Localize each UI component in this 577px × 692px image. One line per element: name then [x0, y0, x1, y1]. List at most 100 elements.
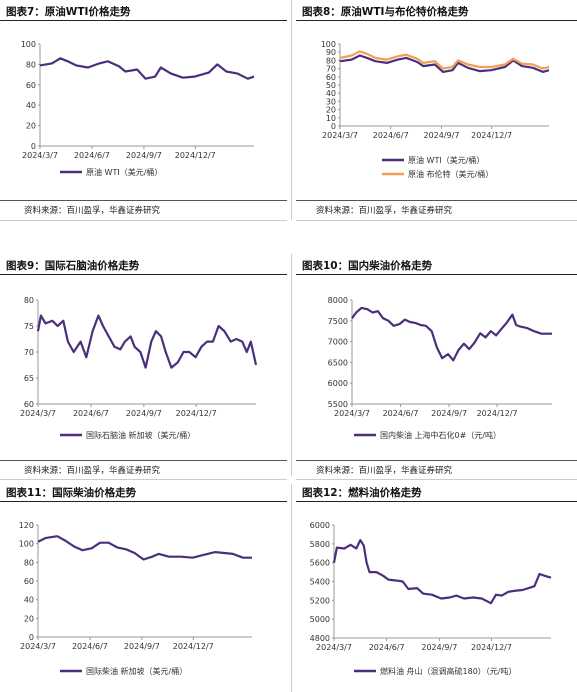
series-line-1	[339, 54, 550, 74]
y-tick-label: 30	[326, 97, 336, 106]
source-line-row1-left	[0, 200, 287, 201]
y-tick-label: 5800	[310, 540, 330, 549]
y-tick-label: 20	[326, 106, 336, 115]
x-tick-label: 2024/9/7	[423, 131, 459, 140]
legend-label-1: 国内柴油 上海中石化0#（元/吨）	[380, 430, 501, 440]
x-tick-label: 2024/3/7	[20, 409, 56, 418]
y-tick-label: 60	[24, 400, 34, 409]
chart-11: 0 20 40 60 80 100 120 2024/3/7 2024/6/7 2024/9/7 2…	[19, 521, 252, 676]
source-line-row2-right	[296, 460, 577, 461]
source-bottom-row1-left	[0, 220, 287, 221]
chart-7: 0 20 40 60 80 100 2024/3/7 2024/6/7 2024/9/7 2024…	[21, 40, 255, 177]
y-tick-label: 100	[321, 40, 336, 49]
y-tick-label: 5600	[310, 559, 330, 568]
y-tick-label: 5000	[310, 615, 330, 624]
x-tick-label: 2024/6/7	[74, 151, 110, 160]
source-line-row1-right	[296, 200, 577, 201]
chart-10-title: 图表10：国内柴油价格走势	[302, 260, 433, 272]
y-tick-label: 6000	[310, 521, 330, 530]
y-tick-label: 7500	[328, 317, 348, 326]
y-tick-label: 80	[24, 558, 34, 567]
y-tick-label: 80	[24, 296, 34, 305]
y-tick-label: 60	[26, 81, 36, 90]
chart-12-title: 图表12：燃料油价格走势	[302, 487, 422, 499]
y-tick-label: 75	[24, 322, 34, 331]
x-tick-label: 2024/12/7	[471, 131, 512, 140]
chart-9-title: 图表9：国际石脑油价格走势	[6, 260, 140, 272]
x-tick-label: 2024/3/7	[22, 151, 58, 160]
source-bottom-row1-right	[296, 220, 577, 221]
x-tick-label: 2024/12/7	[175, 151, 216, 160]
y-tick-label: 60	[24, 577, 34, 586]
y-tick-label: 0	[331, 122, 336, 131]
source-note-row2-left: 资料来源：百川盈孚，华鑫证券研究	[24, 466, 161, 476]
x-tick-label: 2024/3/7	[316, 643, 352, 652]
chart-7-title: 图表7：原油WTI价格走势	[6, 6, 131, 18]
series-line-1	[351, 306, 552, 362]
series-line-2	[339, 50, 550, 70]
x-tick-label: 2024/3/7	[20, 642, 56, 651]
x-tick-label: 2024/9/7	[126, 151, 162, 160]
chart-8-title: 图表8：原油WTI与布伦特价格走势	[302, 6, 469, 18]
source-bottom-row2-right	[296, 479, 577, 480]
x-tick-label: 2024/9/7	[124, 642, 160, 651]
y-tick-label: 50	[326, 81, 336, 90]
y-tick-label: 40	[26, 101, 36, 110]
y-tick-label: 80	[326, 56, 336, 65]
y-tick-label: 100	[21, 40, 36, 49]
source-note-row1-left: 资料来源：百川盈孚，华鑫证券研究	[24, 206, 161, 216]
x-tick-label: 2024/6/7	[72, 642, 108, 651]
title-border-row3-left	[0, 501, 287, 502]
column-divider-bottom	[291, 484, 292, 692]
y-tick-label: 6500	[328, 358, 348, 367]
column-divider-middle	[291, 254, 292, 476]
y-tick-label: 120	[19, 521, 34, 530]
x-tick-label: 2024/9/7	[421, 643, 457, 652]
legend-label-1: 国际柴油 新加坡（美元/桶）	[86, 666, 187, 676]
y-tick-label: 0	[31, 142, 36, 151]
y-tick-label: 100	[19, 540, 34, 549]
legend-label-1: 国际石脑油 新加坡（美元/桶）	[86, 430, 195, 440]
source-line-row2-left	[0, 460, 287, 461]
y-tick-label: 60	[326, 73, 336, 82]
y-tick-label: 8000	[328, 296, 348, 305]
series-line-1	[332, 538, 552, 605]
y-tick-label: 10	[326, 114, 336, 123]
y-tick-label: 80	[26, 60, 36, 69]
series-line-1	[37, 535, 252, 561]
y-tick-label: 90	[326, 48, 336, 57]
x-tick-label: 2024/3/7	[334, 409, 370, 418]
x-tick-label: 2024/12/7	[176, 409, 217, 418]
source-bottom-row2-left	[0, 479, 287, 480]
y-tick-label: 0	[29, 633, 34, 642]
x-tick-label: 2024/12/7	[173, 642, 214, 651]
y-tick-label: 5500	[328, 400, 348, 409]
x-tick-label: 2024/9/7	[126, 409, 162, 418]
title-border-row3-right	[296, 501, 577, 502]
series-line-1	[39, 57, 255, 80]
y-tick-label: 40	[326, 89, 336, 98]
y-tick-label: 20	[26, 122, 36, 131]
y-tick-label: 40	[24, 596, 34, 605]
y-tick-label: 65	[24, 374, 34, 383]
source-note-row2-right: 资料来源：百川盈孚，华鑫证券研究	[316, 466, 453, 476]
legend-label-1: 原油 WTI（美元/桶）	[86, 167, 162, 177]
legend-label-1: 原油 WTI（美元/桶）	[408, 155, 484, 165]
chart-10: 5500 6000 6500 7000 7500 8000 2024/3/7 2024/6/7…	[328, 296, 552, 440]
title-border-row2-left	[0, 274, 287, 275]
x-tick-label: 2024/9/7	[431, 409, 467, 418]
source-note-row1-right: 资料来源：百川盈孚，华鑫证券研究	[316, 206, 453, 216]
x-tick-label: 2024/12/7	[477, 409, 518, 418]
title-border-row2-right	[296, 274, 577, 275]
x-tick-label: 2024/3/7	[322, 131, 358, 140]
legend-label-1: 燃料油 舟山（混调高硫180）（元/吨）	[380, 666, 517, 676]
chart-12: 4800 5000 5200 5400 5600 5800 6000 2024/3/7 2024…	[310, 521, 552, 676]
y-tick-label: 5200	[310, 596, 330, 605]
y-tick-label: 4800	[310, 634, 330, 643]
x-tick-label: 2024/6/7	[73, 409, 109, 418]
x-tick-label: 2024/6/7	[373, 131, 409, 140]
chart-9: 60 65 70 75 80 2024/3/7 2024/6/7 2024/9/7 2024/1…	[20, 296, 258, 440]
series-line-1	[36, 314, 258, 369]
x-tick-label: 2024/6/7	[369, 643, 405, 652]
